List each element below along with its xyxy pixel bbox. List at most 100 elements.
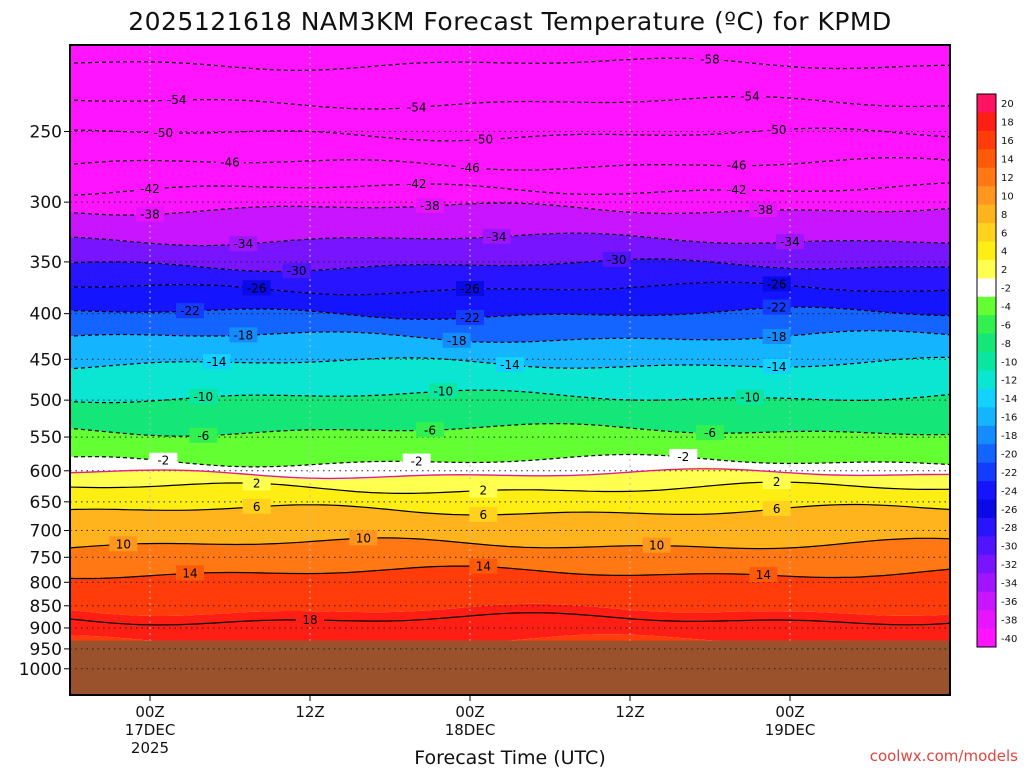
contour-label: -30 xyxy=(607,253,627,267)
contour-label: -54 xyxy=(740,89,760,103)
contour-label-bg xyxy=(189,427,218,443)
contour-line xyxy=(70,258,950,273)
contour-label: 6 xyxy=(253,500,261,514)
colorbar-label: 20 xyxy=(1001,99,1014,110)
colorbar-label: -4 xyxy=(1001,302,1011,313)
contour-label: 10 xyxy=(116,537,131,551)
colorbar-label: 10 xyxy=(1001,191,1014,202)
colorbar-swatch xyxy=(977,554,996,574)
contour-label: -38 xyxy=(754,203,774,217)
contour-line xyxy=(70,127,950,142)
y-tick-label: 300 xyxy=(30,193,62,213)
temperature-band xyxy=(70,467,950,494)
temperature-band xyxy=(70,603,950,646)
contour-label-bg xyxy=(282,263,311,279)
contour-label-bg xyxy=(762,299,791,315)
y-tick-label: 400 xyxy=(30,305,62,325)
contour-label-bg xyxy=(749,567,778,583)
contour-label: -6 xyxy=(424,423,436,437)
contour-label: -54 xyxy=(407,100,427,114)
contour-label: -46 xyxy=(460,161,480,175)
colorbar-label: 16 xyxy=(1001,136,1014,147)
temperature-band xyxy=(70,45,950,71)
contour-label: -34 xyxy=(234,237,254,251)
contour-label-bg xyxy=(242,475,271,491)
y-tick-label: 650 xyxy=(30,493,62,513)
colorbar-swatch xyxy=(977,499,996,519)
colorbar-swatch xyxy=(977,388,996,408)
contour-label: -42 xyxy=(140,182,160,196)
contour-label-bg xyxy=(296,611,324,627)
contour-label-bg xyxy=(109,536,138,552)
contour-label-bg xyxy=(749,202,778,218)
contour-label: -34 xyxy=(780,235,800,249)
x-tick-label: 19DEC xyxy=(765,721,816,739)
contour-label-bg xyxy=(482,228,511,244)
colorbar-label: -12 xyxy=(1001,376,1017,387)
chart-title: 2025121618 NAM3KM Forecast Temperature (… xyxy=(128,7,892,36)
colorbar-label: 14 xyxy=(1001,155,1014,166)
contour-label: -2 xyxy=(411,455,423,469)
contour-label-bg xyxy=(176,303,204,319)
y-tick-label: 750 xyxy=(30,548,62,568)
contour-label-bg xyxy=(776,234,804,250)
contour-label: -6 xyxy=(197,429,209,443)
y-tick-label: 550 xyxy=(30,428,62,448)
contour-line xyxy=(70,57,950,71)
contour-label-bg xyxy=(496,357,524,373)
colorbar-swatch xyxy=(977,259,996,279)
contour-label-bg xyxy=(416,422,444,438)
y-tick-label: 700 xyxy=(30,522,62,542)
contour-label-bg xyxy=(162,92,191,108)
contour-label-bg xyxy=(469,131,498,147)
colorbar-swatch xyxy=(977,130,996,150)
colorbar: 20 18 16 14 12 10 8 6 4 2 -2 -4 -6 -8 -10 -12 -14 -16 -18 -… xyxy=(976,93,1017,648)
contour-label: 14 xyxy=(476,560,491,574)
contour-label: -38 xyxy=(140,208,160,222)
contour-line xyxy=(70,330,950,343)
contour-label: 6 xyxy=(480,508,488,522)
contour-label: -42 xyxy=(407,177,427,191)
contour-label-bg xyxy=(176,565,204,581)
y-tick-label: 850 xyxy=(30,597,62,617)
contour-label: -30 xyxy=(287,264,307,278)
contour-label: -2 xyxy=(157,454,169,468)
contour-label: 18 xyxy=(302,613,317,627)
contour-label-bg xyxy=(229,327,258,343)
contour-label: -10 xyxy=(194,390,214,404)
colorbar-label: -24 xyxy=(1001,486,1017,497)
temperature-band xyxy=(70,259,950,295)
contour-line xyxy=(70,612,950,626)
contour-label: -50 xyxy=(154,126,174,140)
temperature-band xyxy=(70,566,950,616)
contour-label: 14 xyxy=(756,568,771,582)
colorbar-label: -8 xyxy=(1001,339,1011,350)
colorbar-label: -16 xyxy=(1001,413,1017,424)
temperature-band xyxy=(70,282,950,320)
colorbar-swatch xyxy=(977,149,996,169)
contour-label: -38 xyxy=(420,199,440,213)
colorbar-swatch xyxy=(977,628,996,648)
contour-label-bg xyxy=(136,181,164,197)
contour-label: -50 xyxy=(474,133,494,147)
x-tick-label: 12Z xyxy=(615,703,644,721)
colorbar-swatch xyxy=(977,573,996,593)
contour-label-bg xyxy=(762,501,791,517)
contour-label-bg xyxy=(416,197,444,213)
colorbar-swatch xyxy=(977,223,996,242)
colorbar-swatch xyxy=(977,425,996,445)
contour-label-bg xyxy=(469,506,498,522)
colorbar-label: 8 xyxy=(1001,210,1007,221)
colorbar-swatch xyxy=(977,186,996,206)
contour-label-bg xyxy=(762,328,791,344)
contour-line xyxy=(70,503,950,516)
colorbar-swatch xyxy=(977,444,996,464)
contour-label-bg xyxy=(442,332,471,348)
colorbar-swatch xyxy=(977,536,996,556)
contour-label-bg xyxy=(136,206,164,222)
contour-label-bg xyxy=(149,124,178,140)
contour-label: -22 xyxy=(180,304,200,318)
contour-label: -22 xyxy=(767,301,787,315)
colorbar-swatch xyxy=(977,370,996,390)
